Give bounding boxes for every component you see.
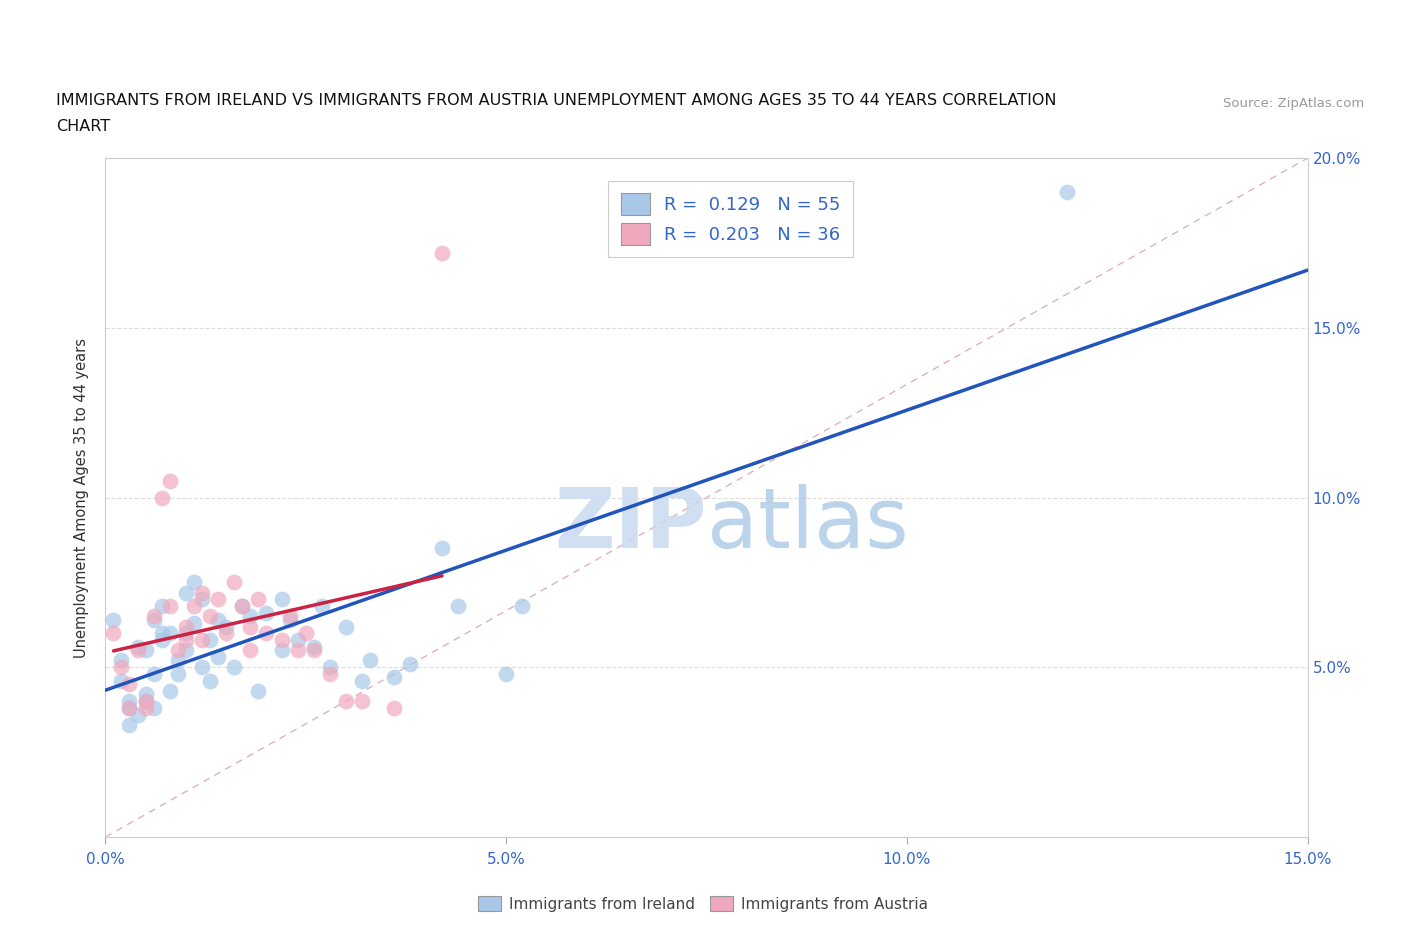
Point (142, 667, 165, 682)
Point (159, 684, 181, 698)
Point (183, 575, 205, 590)
Point (207, 592, 229, 607)
Point (430, 541, 453, 556)
Point (495, 667, 517, 682)
Point (159, 599, 181, 614)
Point (198, 609, 221, 624)
Point (174, 643, 197, 658)
Point (142, 612, 165, 627)
Point (246, 684, 269, 698)
Y-axis label: Unemployment Among Ages 35 to 44 years: Unemployment Among Ages 35 to 44 years (75, 338, 90, 658)
Point (150, 632, 173, 647)
Point (118, 700, 141, 715)
Point (239, 619, 262, 634)
Point (135, 694, 157, 709)
Point (174, 619, 197, 634)
Point (207, 612, 229, 627)
Point (174, 585, 197, 600)
Point (174, 632, 197, 647)
Point (270, 592, 292, 607)
Point (150, 626, 173, 641)
Point (103, 626, 125, 641)
Point (118, 677, 141, 692)
Point (127, 643, 149, 658)
Point (319, 660, 342, 675)
Point (198, 632, 221, 647)
Point (239, 609, 262, 624)
Point (166, 667, 188, 682)
Point (135, 643, 157, 658)
Point (335, 619, 357, 634)
Point (311, 599, 333, 614)
Text: ZIP: ZIP (554, 485, 707, 565)
Point (399, 657, 422, 671)
Point (287, 632, 309, 647)
Point (447, 599, 470, 614)
Point (198, 673, 221, 688)
Point (142, 609, 165, 624)
Point (190, 632, 212, 647)
Point (174, 626, 197, 641)
Point (295, 626, 318, 641)
Point (430, 246, 453, 260)
Text: IMMIGRANTS FROM IRELAND VS IMMIGRANTS FROM AUSTRIA UNEMPLOYMENT AMONG AGES 35 TO: IMMIGRANTS FROM IRELAND VS IMMIGRANTS FR… (56, 93, 1057, 108)
Point (359, 653, 381, 668)
Text: atlas: atlas (707, 485, 908, 565)
Point (270, 632, 292, 647)
Point (382, 670, 405, 684)
Point (1056, 185, 1078, 200)
Point (127, 640, 149, 655)
Point (118, 694, 141, 709)
Point (350, 694, 373, 709)
Point (350, 673, 373, 688)
Point (166, 653, 188, 668)
Point (103, 612, 125, 627)
Point (159, 626, 181, 641)
Point (150, 490, 173, 505)
Text: Source: ZipAtlas.com: Source: ZipAtlas.com (1223, 97, 1364, 110)
Point (110, 653, 132, 668)
Point (270, 643, 292, 658)
Point (239, 643, 262, 658)
Point (207, 650, 229, 665)
Point (287, 643, 309, 658)
Point (190, 585, 212, 600)
Point (183, 599, 205, 614)
Point (214, 626, 236, 641)
Point (135, 694, 157, 709)
Point (135, 687, 157, 702)
Point (118, 700, 141, 715)
Point (254, 626, 277, 641)
Point (302, 640, 325, 655)
Point (142, 700, 165, 715)
Point (278, 612, 301, 627)
Point (246, 592, 269, 607)
Point (278, 609, 301, 624)
Point (110, 673, 132, 688)
Point (254, 605, 277, 620)
Point (190, 592, 212, 607)
Point (135, 700, 157, 715)
Legend: R =  0.129   N = 55, R =  0.203   N = 36: R = 0.129 N = 55, R = 0.203 N = 36 (607, 180, 853, 258)
Point (150, 599, 173, 614)
Point (118, 718, 141, 733)
Point (110, 660, 132, 675)
Point (127, 708, 149, 723)
Point (231, 599, 253, 614)
Point (190, 660, 212, 675)
Point (319, 667, 342, 682)
Point (214, 619, 236, 634)
Point (222, 660, 245, 675)
Point (382, 700, 405, 715)
Point (335, 694, 357, 709)
Point (166, 643, 188, 658)
Point (222, 575, 245, 590)
Text: CHART: CHART (56, 119, 110, 134)
Point (159, 473, 181, 488)
Point (183, 616, 205, 631)
Point (231, 599, 253, 614)
Point (302, 643, 325, 658)
Point (510, 599, 533, 614)
Legend: Immigrants from Ireland, Immigrants from Austria: Immigrants from Ireland, Immigrants from… (472, 889, 934, 918)
